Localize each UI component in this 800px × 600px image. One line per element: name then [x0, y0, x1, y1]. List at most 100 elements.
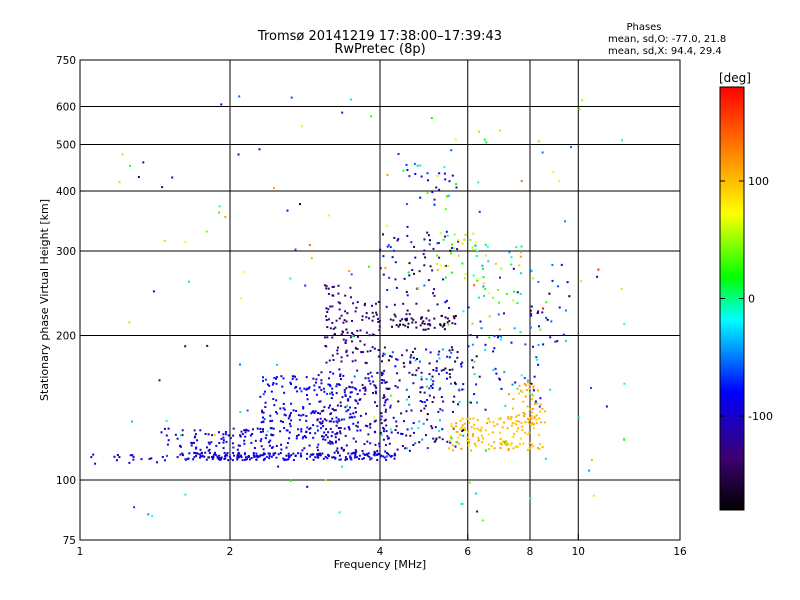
data-point	[451, 348, 454, 351]
data-point	[458, 442, 460, 445]
data-point	[369, 382, 372, 385]
data-point	[220, 456, 223, 459]
data-point	[257, 456, 259, 458]
data-point	[479, 429, 482, 431]
data-point	[536, 447, 539, 449]
data-point	[353, 334, 356, 337]
data-point	[224, 433, 227, 436]
data-point	[268, 455, 271, 457]
data-point	[433, 326, 436, 329]
data-point	[343, 389, 346, 392]
data-point	[339, 430, 342, 433]
data-point	[535, 356, 538, 359]
data-point	[481, 519, 484, 522]
data-point	[384, 450, 387, 453]
data-point	[299, 455, 302, 458]
data-point	[353, 415, 356, 418]
data-point	[445, 195, 448, 197]
data-point	[511, 422, 514, 425]
data-point	[519, 437, 522, 440]
data-point	[283, 426, 286, 429]
data-point	[314, 456, 317, 459]
data-point	[414, 256, 417, 259]
data-point	[188, 452, 191, 455]
data-point	[348, 406, 351, 409]
data-point	[367, 372, 370, 375]
data-point	[385, 430, 388, 433]
data-point	[356, 369, 359, 372]
data-point	[364, 386, 367, 389]
data-point	[374, 385, 377, 388]
data-point	[349, 413, 352, 416]
data-point	[531, 398, 534, 401]
data-point	[381, 379, 384, 381]
data-point	[237, 153, 240, 156]
data-point	[464, 277, 466, 280]
data-point	[121, 153, 124, 156]
data-point	[371, 333, 374, 336]
data-point	[341, 111, 344, 114]
data-point	[334, 333, 336, 336]
data-point	[499, 338, 502, 341]
data-point	[484, 429, 487, 432]
data-point	[338, 419, 341, 422]
data-point	[487, 417, 490, 420]
data-point	[425, 385, 428, 388]
data-point	[530, 314, 533, 317]
data-point	[354, 454, 357, 457]
data-point	[428, 323, 431, 325]
data-point	[381, 360, 383, 363]
data-point	[314, 410, 317, 413]
data-point	[249, 434, 252, 437]
data-point	[452, 410, 454, 413]
data-point	[351, 351, 354, 354]
data-point	[463, 426, 466, 429]
data-point	[539, 403, 542, 406]
data-point	[208, 442, 211, 445]
data-point	[199, 456, 201, 459]
data-point	[329, 385, 332, 387]
data-point	[352, 422, 355, 425]
data-point	[493, 441, 495, 444]
data-point	[387, 388, 390, 390]
data-point	[262, 379, 264, 382]
data-point	[295, 386, 298, 388]
data-point	[399, 319, 402, 322]
data-point	[414, 321, 417, 324]
data-point	[516, 430, 519, 433]
data-point	[376, 453, 378, 456]
data-point	[387, 244, 390, 247]
data-point	[276, 363, 279, 366]
data-point	[363, 304, 366, 307]
data-point	[205, 230, 208, 233]
data-point	[530, 305, 533, 308]
data-point	[520, 251, 523, 254]
data-point	[319, 422, 322, 425]
data-point	[390, 431, 393, 434]
data-point	[310, 257, 313, 260]
data-point	[440, 369, 443, 372]
data-point	[335, 392, 338, 395]
data-point	[556, 340, 559, 343]
data-point	[425, 348, 428, 351]
data-point	[433, 288, 436, 291]
data-point	[275, 376, 278, 379]
data-point	[530, 393, 533, 396]
data-point	[521, 425, 524, 428]
data-point	[461, 361, 464, 364]
data-point	[216, 456, 219, 459]
data-point	[522, 411, 525, 414]
data-point	[286, 442, 289, 444]
data-point	[345, 457, 347, 460]
data-point	[330, 420, 333, 423]
data-point	[391, 351, 394, 354]
data-point	[333, 409, 335, 412]
data-point	[288, 431, 291, 434]
data-point	[346, 331, 349, 334]
data-point	[331, 321, 334, 324]
data-point	[225, 440, 228, 443]
data-point	[337, 418, 340, 421]
data-point	[459, 419, 462, 422]
data-point	[196, 439, 198, 442]
data-point	[480, 327, 483, 330]
